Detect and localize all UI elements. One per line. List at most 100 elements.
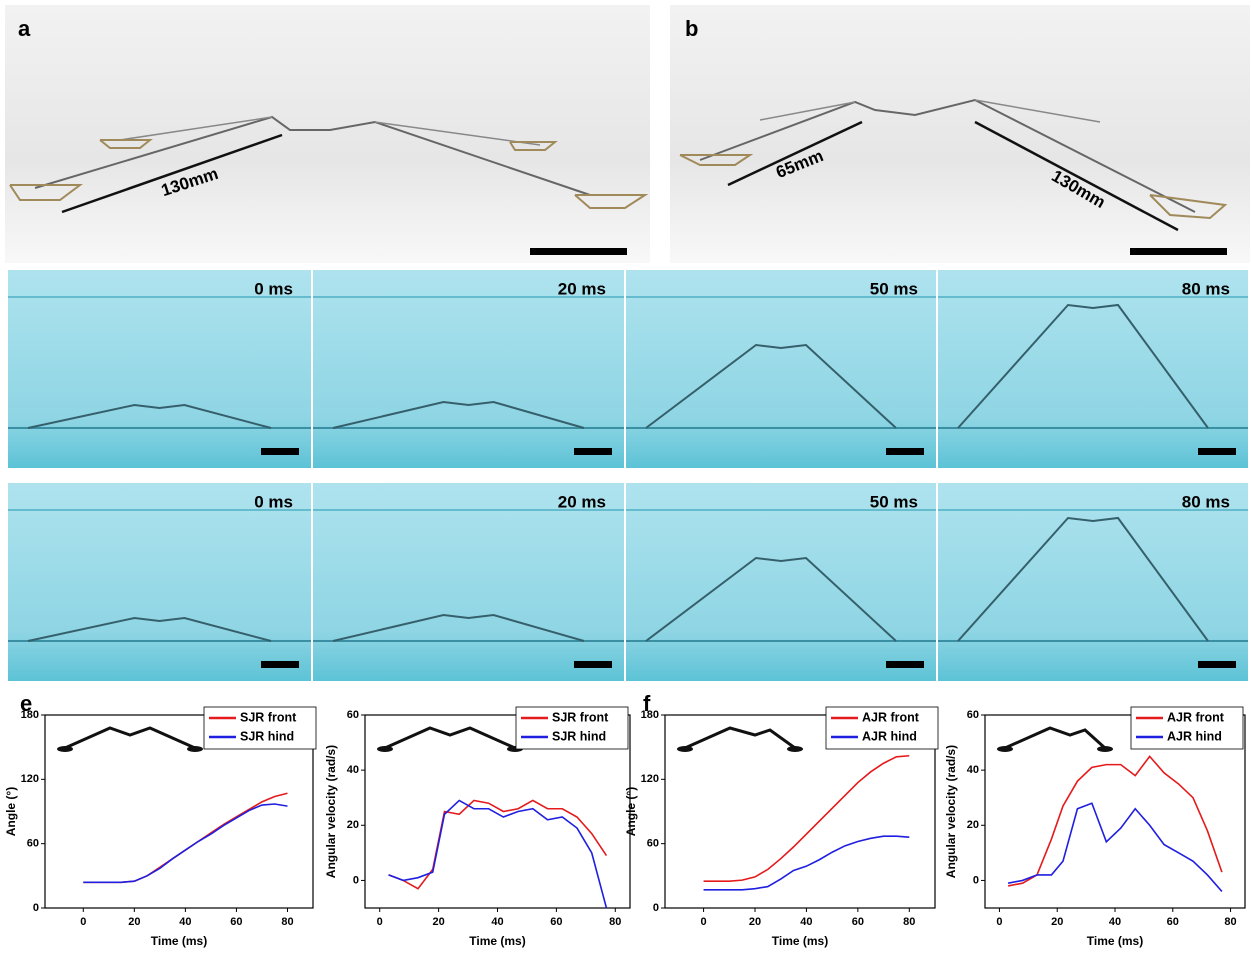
x-tick-label: 0 — [377, 916, 383, 928]
photo — [626, 270, 936, 468]
robot-foot — [509, 141, 558, 151]
plot-frame — [664, 714, 936, 909]
frame-time: 20 ms — [558, 492, 606, 511]
dimension-arrow — [974, 120, 1179, 232]
scale-bar — [261, 448, 299, 455]
x-axis-label: Time (ms) — [469, 934, 525, 948]
x-tick-label: 60 — [230, 916, 242, 928]
scale-bar — [574, 661, 612, 668]
y-tick-label: 180 — [21, 709, 39, 721]
x-tick-label: 0 — [80, 916, 86, 928]
legend-label: AJR hind — [862, 729, 917, 743]
y-tick-label: 0 — [33, 902, 39, 914]
legend-box — [1130, 706, 1244, 750]
inset-foot — [677, 746, 693, 752]
x-tick-label: 20 — [1051, 916, 1063, 928]
y-tick-label: 0 — [353, 874, 359, 886]
x-tick-label: 60 — [852, 916, 864, 928]
dimension-arrow — [727, 120, 863, 187]
inset-robot — [384, 726, 516, 750]
y-tick-label: 60 — [647, 838, 659, 850]
scale-bar — [574, 448, 612, 455]
y-axis-label: Angle (°) — [4, 787, 18, 836]
y-axis-label: Angular velocity (rad/s) — [944, 745, 958, 878]
x-tick-label: 40 — [1109, 916, 1121, 928]
panel-label: f — [643, 691, 651, 716]
robot-foot — [9, 184, 83, 201]
x-tick-label: 20 — [749, 916, 761, 928]
frame-time: 80 ms — [1182, 492, 1230, 511]
scale-bar — [1198, 448, 1236, 455]
panel-label: e — [20, 691, 32, 716]
y-tick-label: 0 — [973, 874, 979, 886]
y-tick-label: 40 — [967, 764, 979, 776]
data-line — [703, 835, 910, 891]
photo — [8, 270, 311, 468]
inset-foot — [787, 746, 803, 752]
robot-outline — [332, 613, 585, 642]
x-tick-label: 40 — [179, 916, 191, 928]
robot-outline — [332, 400, 585, 429]
data-line — [1007, 755, 1223, 887]
inset-foot — [377, 746, 393, 752]
legend-label: SJR front — [552, 710, 609, 724]
x-tick-label: 80 — [281, 916, 293, 928]
legend-label: AJR front — [862, 710, 920, 724]
dimension-arrow — [61, 133, 283, 214]
frame-time: 0 ms — [254, 279, 293, 298]
y-axis-label: Angle (°) — [624, 787, 638, 836]
scale-bar — [1198, 661, 1236, 668]
y-tick-label: 20 — [967, 819, 979, 831]
legend-box — [203, 706, 317, 750]
y-tick-label: 120 — [641, 773, 659, 785]
robot-outline — [119, 116, 273, 141]
photo — [626, 483, 936, 681]
frame-time: 50 ms — [870, 279, 918, 298]
legend-box — [825, 706, 939, 750]
legend-label: AJR hind — [1167, 729, 1222, 743]
robot-outline — [957, 303, 1209, 429]
legend-label: SJR front — [240, 710, 297, 724]
y-tick-label: 120 — [21, 773, 39, 785]
data-line — [388, 799, 608, 909]
x-tick-label: 60 — [1167, 916, 1179, 928]
y-tick-label: 0 — [653, 902, 659, 914]
robot-outline — [957, 516, 1209, 642]
robot-foot — [679, 154, 754, 166]
x-tick-label: 80 — [609, 916, 621, 928]
x-tick-label: 60 — [550, 916, 562, 928]
frame-time: 0 ms — [254, 492, 293, 511]
photo — [313, 270, 624, 468]
legend-label: AJR front — [1167, 710, 1225, 724]
data-line — [703, 754, 910, 882]
x-axis-label: Time (ms) — [1087, 934, 1143, 948]
scale-bar — [886, 448, 924, 455]
x-tick-label: 20 — [432, 916, 444, 928]
robot-outline — [645, 556, 897, 642]
photo — [938, 270, 1248, 468]
y-tick-label: 60 — [347, 709, 359, 721]
inset-foot — [57, 746, 73, 752]
y-tick-label: 20 — [347, 819, 359, 831]
robot-outline — [699, 98, 1196, 213]
robot-outline — [27, 403, 272, 429]
x-tick-label: 40 — [491, 916, 503, 928]
photo — [8, 483, 311, 681]
scale-bar — [530, 248, 627, 255]
robot-foot — [574, 194, 649, 209]
plot-frame — [44, 714, 314, 909]
x-axis-label: Time (ms) — [151, 934, 207, 948]
y-axis-label: Angular velocity (rad/s) — [324, 745, 338, 878]
frame-time: 20 ms — [558, 279, 606, 298]
data-line — [388, 799, 608, 890]
x-tick-label: 80 — [903, 916, 915, 928]
photo — [670, 5, 1250, 263]
y-tick-label: 180 — [641, 709, 659, 721]
inset-robot — [64, 726, 196, 750]
x-tick-label: 40 — [800, 916, 812, 928]
robot-foot — [1149, 194, 1228, 220]
panel-label: a — [18, 16, 31, 41]
frame-time: 50 ms — [870, 492, 918, 511]
